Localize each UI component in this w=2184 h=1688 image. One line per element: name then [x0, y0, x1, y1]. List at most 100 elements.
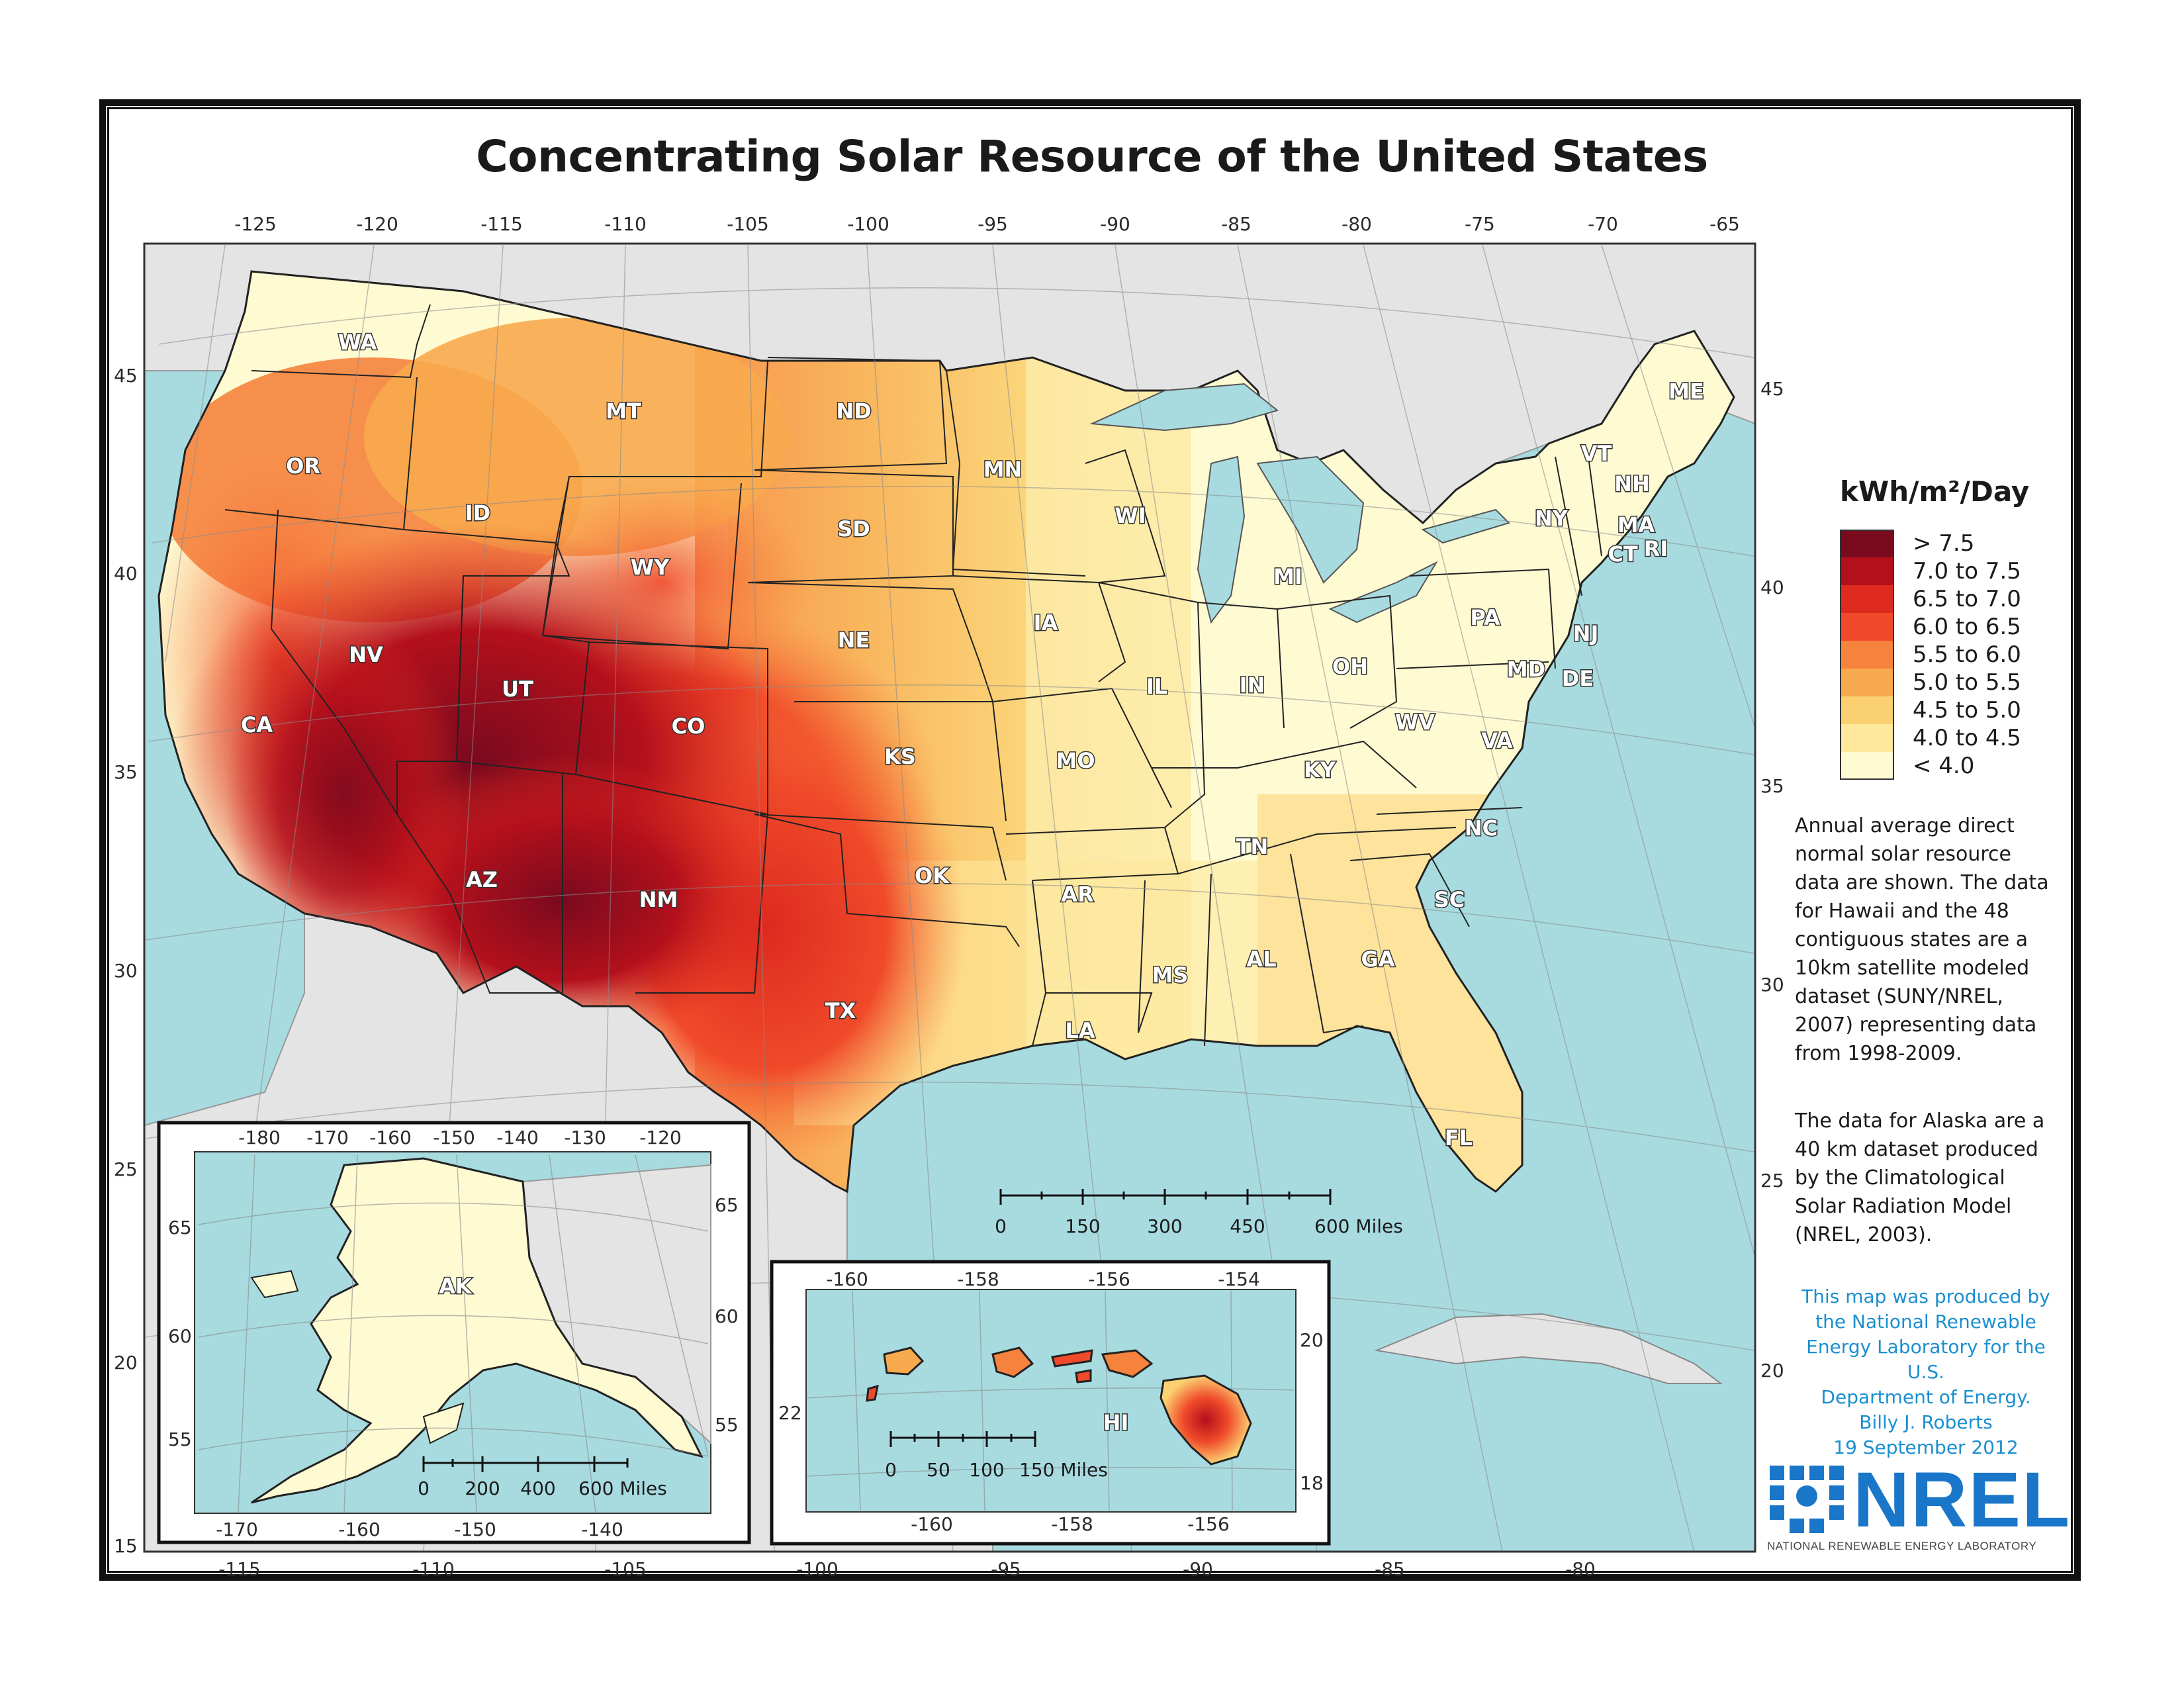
legend-swatch	[1840, 752, 1894, 780]
state-label-ar: AR	[1061, 882, 1093, 907]
state-label-ny: NY	[1535, 506, 1569, 531]
lat-tick-label: 30	[114, 960, 138, 982]
state-label-va: VA	[1481, 728, 1513, 753]
credit-line: Department of Energy.	[1821, 1386, 2031, 1408]
state-label-ma: MA	[1617, 512, 1655, 538]
state-label-oh: OH	[1332, 654, 1368, 679]
legend-label: 4.5 to 5.0	[1913, 697, 2021, 724]
lon-tick-label: -95	[991, 1558, 1021, 1580]
legend-row: 6.0 to 6.5	[1840, 613, 2021, 641]
lat-tick-label: 20	[1760, 1360, 1784, 1382]
legend-swatch	[1840, 613, 1894, 641]
lat-tick-label: 25	[114, 1158, 138, 1180]
lon-tick-label: -125	[234, 213, 277, 235]
lat-tick-label: 40	[114, 563, 138, 585]
state-label-nj: NJ	[1573, 621, 1599, 646]
lon-tick-label: -80	[1342, 213, 1372, 235]
state-label-ks: KS	[884, 744, 916, 769]
lanai-island	[1075, 1369, 1092, 1383]
lon-tick-label: -160	[911, 1513, 953, 1535]
legend-label: 5.5 to 6.0	[1913, 641, 2021, 668]
main-map-frame	[143, 242, 1756, 1553]
state-label-az: AZ	[466, 867, 498, 892]
state-label-ia: IA	[1034, 610, 1058, 635]
inner-frame	[107, 107, 2073, 1573]
legend-label: > 7.5	[1913, 530, 1975, 557]
state-label-il: IL	[1146, 674, 1167, 699]
credit-line: This map was produced by	[1801, 1286, 2050, 1307]
lat-tick-label: 40	[1760, 577, 1784, 598]
legend-row: < 4.0	[1840, 752, 2021, 780]
data-note: Annual average direct normal solar resou…	[1795, 814, 2049, 1065]
state-label-wy: WY	[631, 555, 670, 580]
credit-date: 19 September 2012	[1833, 1436, 2019, 1458]
lat-ticks-right: 45 40 35 30 25 20	[1760, 378, 1784, 1382]
lon-tick-label: -95	[978, 213, 1008, 235]
legend-row: 5.5 to 6.0	[1840, 641, 2021, 669]
state-label-id: ID	[465, 500, 490, 526]
credit-block: This map was produced by the National Re…	[1787, 1284, 2065, 1460]
scale-label: 200	[465, 1477, 500, 1499]
lon-tick-label: -105	[727, 213, 769, 235]
state-label-fl: FL	[1445, 1125, 1473, 1150]
scale-label: 600 Miles	[578, 1477, 667, 1499]
state-label-ne: NE	[838, 628, 870, 653]
credit-line: the National Renewable	[1815, 1311, 2036, 1333]
state-label-ut: UT	[502, 677, 533, 702]
lat-tick-label: 55	[715, 1414, 739, 1436]
state-label-wv: WV	[1395, 710, 1435, 735]
state-label-nm: NM	[639, 887, 678, 912]
lon-tick-label: -65	[1709, 213, 1740, 235]
scale-label: 0	[885, 1459, 897, 1481]
state-label-ok: OK	[915, 863, 950, 888]
lat-tick-label: 60	[715, 1305, 739, 1327]
great-lakes	[1089, 383, 1510, 624]
state-label-ak: AK	[439, 1274, 473, 1299]
state-label-in: IN	[1240, 673, 1265, 698]
lat-tick-label: 45	[1760, 378, 1784, 400]
lat-tick-label: 65	[168, 1217, 192, 1239]
scale-label: 100	[969, 1459, 1004, 1481]
scale-label: 600 Miles	[1314, 1215, 1403, 1237]
niihau-island	[866, 1384, 879, 1402]
hawaii-big-island	[1160, 1374, 1252, 1466]
lat-ticks-left: 45 40 35 30 25 20 15	[114, 365, 138, 1557]
lon-tick-label: -85	[1221, 213, 1251, 235]
lon-tick-label: -170	[216, 1519, 258, 1540]
legend-label: 6.0 to 6.5	[1913, 614, 2021, 640]
lat-tick-label: 60	[168, 1325, 192, 1347]
lon-tick-label: -156	[1187, 1513, 1230, 1535]
lon-tick-label: -120	[639, 1127, 682, 1149]
outer-frame	[99, 99, 2081, 1581]
lon-tick-label: -120	[356, 213, 398, 235]
lon-tick-label: -130	[564, 1127, 606, 1149]
oahu-island	[991, 1346, 1034, 1378]
lat-tick-label: 20	[114, 1352, 138, 1374]
state-label-sd: SD	[837, 516, 870, 541]
scale-label: 400	[520, 1477, 555, 1499]
state-label-hi: HI	[1103, 1410, 1129, 1435]
lon-tick-label: -70	[1588, 213, 1618, 235]
lon-tick-label: -158	[1051, 1513, 1093, 1535]
lon-tick-label: -75	[1465, 213, 1495, 235]
state-label-nh: NH	[1614, 471, 1650, 496]
legend-title: kWh/m²/Day	[1840, 475, 2030, 508]
lon-tick-label: -154	[1218, 1268, 1260, 1290]
legend-row: 4.5 to 5.0	[1840, 696, 2021, 724]
legend-swatch	[1840, 696, 1894, 724]
state-label-pa: PA	[1470, 605, 1500, 630]
lon-tick-label: -85	[1375, 1558, 1405, 1580]
state-label-ct: CT	[1608, 541, 1637, 567]
lat-tick-label: 65	[715, 1194, 739, 1216]
state-label-tn: TN	[1236, 834, 1269, 859]
lon-tick-label: -80	[1565, 1558, 1596, 1580]
state-label-la: LA	[1065, 1018, 1095, 1043]
legend-row: 6.5 to 7.0	[1840, 585, 2021, 613]
nrel-wordmark: NREL	[1853, 1456, 2071, 1544]
lat-tick-label: 18	[1300, 1472, 1324, 1494]
lon-tick-label: -90	[1183, 1558, 1213, 1580]
state-label-mo: MO	[1056, 748, 1095, 773]
lon-tick-label: -90	[1100, 213, 1130, 235]
legend-label: 6.5 to 7.0	[1913, 586, 2021, 612]
kauai-island	[883, 1346, 925, 1376]
